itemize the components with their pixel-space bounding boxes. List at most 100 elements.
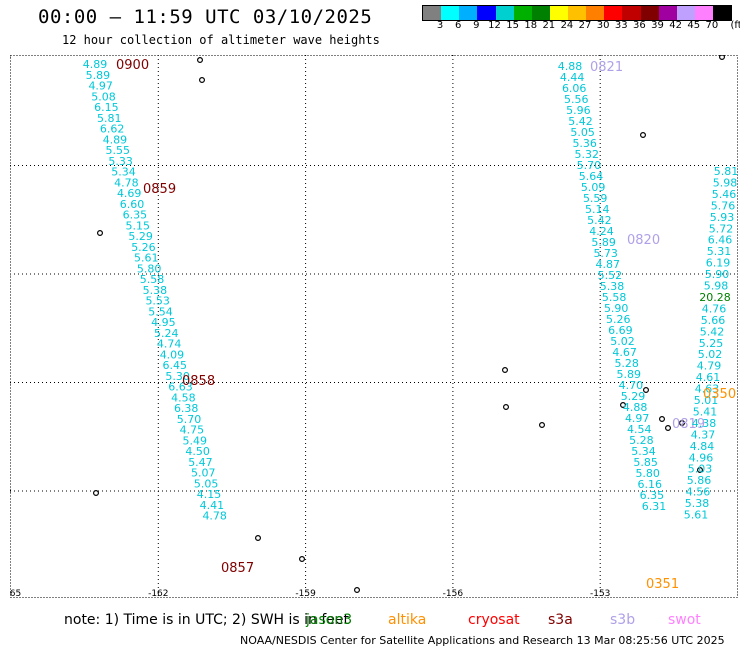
wave-height-value: 5.80 [635,467,660,480]
wave-height-value: 5.61 [134,252,159,265]
wave-height-value: 6.45 [163,359,188,372]
scale-tick-label: 15 [506,20,519,31]
wave-height-value: 4.54 [627,423,652,436]
wave-height-value: 5.80 [137,262,162,275]
longitude-label: -162 [148,589,168,598]
wave-height-value: 5.76 [711,199,736,212]
scale-tick-label: 18 [524,20,538,31]
wave-height-value: 4.84 [690,440,715,453]
island-outline [658,416,665,423]
longitude-label: -153 [590,589,610,598]
wave-height-value: 6.46 [708,234,733,247]
wave-height-value: 5.89 [591,236,616,249]
island-outline [199,77,206,84]
wave-height-value: 5.56 [564,93,589,106]
scale-tick-label: 33 [614,20,628,31]
wave-height-value: 6.35 [123,209,148,222]
wave-height-value: 4.09 [160,348,185,361]
color-swatch [622,6,641,20]
wave-height-value: 4.89 [83,58,108,71]
color-swatch [495,6,514,20]
latitude-label: -20 [10,596,11,599]
island-outline [678,420,685,427]
map-subtitle: 12 hour collection of altimeter wave hei… [62,33,380,47]
island-outline [639,131,646,138]
wave-height-value: 5.38 [143,284,168,297]
wave-height-value: 5.29 [128,230,153,243]
wave-height-value: 5.24 [154,327,179,340]
wave-height-value: 4.89 [103,133,128,146]
wave-height-value: 4.63 [695,383,720,396]
longitude-label: -156 [443,589,464,598]
wave-height-value: 5.49 [183,434,208,447]
pass-time-label: 0859 [143,182,176,197]
wave-height-value: 5.14 [585,203,610,216]
wave-height-value: 4.15 [197,488,222,501]
wave-height-value: 6.19 [706,257,731,270]
wave-height-value: 5.66 [701,314,726,327]
color-swatch [694,6,713,20]
wave-height-value: 5.64 [579,170,604,183]
latitude-label: -12 [10,162,11,172]
wave-height-value: 5.26 [606,313,631,326]
wave-height-value: 5.42 [700,325,725,338]
wave-height-value: 6.60 [120,198,145,211]
satellite-legend-altika: altika [388,612,427,628]
scale-unit-label: (ft) [730,20,740,31]
wave-height-value: 4.97 [88,80,113,93]
wave-height-value: 5.33 [108,155,133,168]
wave-height-value: 4.50 [185,445,210,458]
wave-height-value: 6.15 [94,101,119,114]
wave-height-value: 4.96 [689,451,714,464]
latitude-label: -14 [10,270,11,280]
wave-height-value: 5.59 [583,192,608,205]
island-outline [354,586,361,593]
scale-tick-label: 24 [560,20,574,31]
wave-height-value: 5.42 [568,115,593,128]
wave-height-value: 5.34 [111,166,136,179]
wave-height-value: 5.54 [148,305,173,318]
wave-height-value: 20.28 [699,291,731,304]
wave-height-value: 5.07 [191,467,216,480]
footer-note: note: 1) Time is in UTC; 2) SWH is in fe… [64,612,350,628]
wave-height-map: -10 -12 -14 -16 -18 -20-165 -162 -159 -156 -153 -1… [10,55,738,598]
wave-height-value: 5.58 [140,273,165,286]
satellite-legend-swot: swot [668,612,701,628]
longitude-label: -150 [737,589,738,598]
wave-height-value: 5.61 [684,509,709,522]
wave-height-value: 5.81 [97,112,122,125]
pass-time-label: 0819 [672,417,705,432]
color-swatch [459,6,478,20]
wave-height-value: 5.47 [188,456,213,469]
color-swatch [640,6,659,20]
pass-time-label: 0900 [116,58,149,73]
color-swatch [477,6,496,20]
scale-tick-label: 30 [596,20,610,31]
scale-tick-label: 27 [578,20,592,31]
wave-height-value: 5.73 [593,247,618,260]
wave-height-value: 5.30 [165,370,190,383]
wave-height-value: 4.44 [560,71,585,84]
island-outline [503,404,510,411]
island-outline [696,467,703,474]
map-border [10,55,738,598]
wave-height-value: 5.28 [629,434,654,447]
wave-height-value: 4.58 [171,391,196,404]
wave-height-value: 5.46 [712,188,737,201]
wave-height-value: 5.32 [575,148,600,161]
wave-height-value: 5.09 [581,181,606,194]
scale-tick-label: 36 [633,20,646,31]
wave-height-value: 5.01 [694,394,719,407]
wave-height-value: 5.42 [587,214,612,227]
wave-height-value: 5.89 [617,368,642,381]
wave-height-value: 5.03 [688,463,713,476]
wave-height-value: 5.70 [177,413,202,426]
island-outline [299,556,306,563]
wave-height-value: 6.35 [640,489,665,502]
map-title: 00:00 – 11:59 UTC 03/10/2025 [38,6,373,28]
wave-height-value: 5.41 [693,405,718,418]
wave-height-value: 6.38 [174,402,199,415]
wave-height-value: 6.62 [100,123,125,136]
wave-height-value: 5.90 [604,302,629,315]
